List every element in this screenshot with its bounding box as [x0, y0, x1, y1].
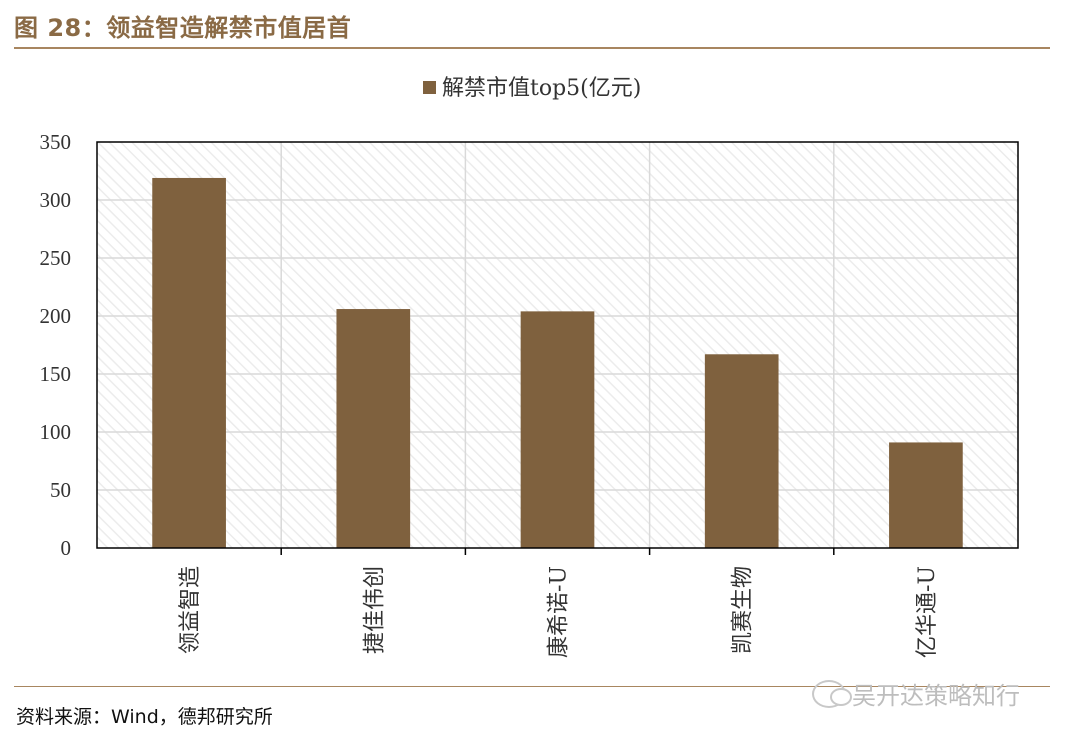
x-tick-label: 凯赛生物	[731, 566, 756, 654]
y-tick-label: 350	[40, 130, 72, 154]
y-tick-label: 100	[40, 420, 72, 444]
wechat-icon	[812, 679, 852, 708]
legend-swatch	[423, 81, 436, 94]
y-tick-label: 0	[61, 536, 72, 560]
y-axis: 0 50 100 150 200 250 300 350	[40, 130, 72, 560]
plot-border	[96, 141, 1019, 549]
bar-chart: 解禁市值top5(亿元) 0 50 100 150 200 250 300 350 领益智造 捷…	[40, 76, 1019, 658]
source-note: 资料来源：Wind，德邦研究所	[16, 706, 273, 728]
x-tick-label: 捷佳伟创	[362, 566, 387, 654]
bar	[152, 177, 226, 548]
x-tick-label: 康希诺-U	[547, 566, 572, 658]
title-divider	[14, 47, 1050, 49]
y-tick-label: 150	[40, 362, 72, 386]
x-tick-label: 领益智造	[178, 566, 203, 654]
y-tick-label: 250	[40, 246, 72, 270]
footer-divider	[14, 686, 1050, 687]
bars-group	[152, 177, 963, 548]
bar	[704, 354, 779, 548]
bar	[336, 309, 411, 548]
x-axis: 领益智造 捷佳伟创 康希诺-U 凯赛生物 亿华通-U	[178, 548, 940, 658]
x-tick-label: 亿华通-U	[915, 566, 940, 658]
watermark: 吴开达策略知行	[812, 676, 1020, 711]
y-tick-label: 50	[50, 478, 71, 502]
bar	[520, 311, 595, 548]
y-tick-label: 200	[40, 304, 72, 328]
bar	[889, 442, 963, 548]
legend-label: 解禁市值top5(亿元)	[442, 76, 641, 101]
y-tick-label: 300	[40, 188, 72, 212]
chart-legend: 解禁市值top5(亿元)	[423, 76, 641, 101]
figure-title: 图 28：领益智造解禁市值居首	[14, 14, 352, 42]
watermark-text: 吴开达策略知行	[852, 682, 1020, 710]
